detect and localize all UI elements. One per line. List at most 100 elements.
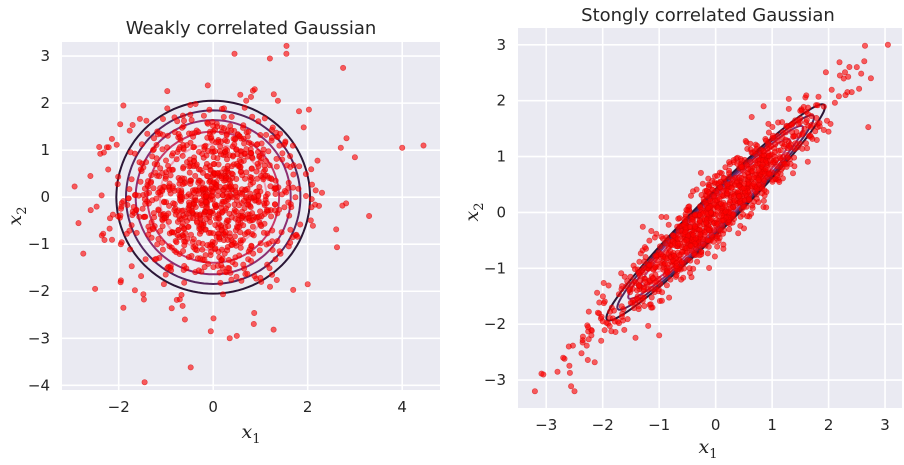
data-point [305,106,312,113]
data-point [187,102,194,109]
data-point [600,300,607,307]
data-point [179,124,186,131]
left-x-axis-label-sub: 1 [252,432,260,447]
data-point [738,163,745,170]
data-point [717,184,724,191]
data-point [286,212,293,219]
data-point [201,264,208,271]
right-x-axis-label-main: x [699,436,710,458]
data-point [612,328,619,335]
data-point [117,241,124,248]
data-point [681,239,688,246]
data-point [640,286,647,293]
data-point [266,162,273,169]
data-point [93,203,100,210]
data-point [138,273,145,280]
data-point [131,287,138,294]
data-point [167,172,174,179]
data-point [154,131,161,138]
data-point [340,64,347,71]
data-point [689,188,696,195]
data-point [199,246,206,253]
data-point [705,205,712,212]
data-point [204,120,211,127]
data-point [678,259,685,266]
data-point [265,240,272,247]
data-point [251,86,258,93]
data-point [717,227,724,234]
data-point [618,270,625,277]
data-point [231,233,238,240]
data-point [675,240,682,247]
data-point [170,150,177,157]
data-point [210,161,217,168]
data-point [127,246,134,253]
data-point [691,223,698,230]
data-point [187,111,194,118]
data-point [797,107,804,114]
data-point [227,123,234,130]
data-point [216,269,223,276]
data-point [221,250,228,257]
data-point [177,177,184,184]
data-point [248,242,255,249]
data-point [651,279,658,286]
data-point [236,252,243,259]
data-point [766,153,773,160]
data-point [233,332,240,339]
data-point [594,289,601,296]
data-point [264,191,271,198]
data-point [192,204,199,211]
data-point [726,226,733,233]
data-point [248,165,255,172]
data-point [200,112,207,119]
data-point [195,179,202,186]
y-tick-label: 0 [496,203,506,221]
data-point [609,315,616,322]
data-point [235,219,242,226]
data-point [192,246,199,253]
data-point [251,194,258,201]
data-point [219,105,226,112]
data-point [204,173,211,180]
data-point [724,181,731,188]
data-point [226,335,233,342]
data-point [814,102,821,109]
data-point [268,134,275,141]
data-point [290,286,297,293]
data-point [238,191,245,198]
data-point [194,219,201,226]
data-point [790,133,797,140]
data-point [795,117,802,124]
data-point [207,244,214,251]
data-point [214,170,221,177]
data-point [165,210,172,217]
data-point [705,227,712,234]
data-point [237,169,244,176]
data-point [238,215,245,222]
data-point [690,231,697,238]
right-xtick-labels: −3 −2 −1 0 1 2 3 [535,416,890,434]
data-point [666,294,673,301]
data-point [760,148,767,155]
data-point [343,135,350,142]
data-point [255,213,262,220]
data-point [287,201,294,208]
data-point [153,155,160,162]
data-point [203,193,210,200]
data-point [233,176,240,183]
data-point [163,157,170,164]
data-point [206,230,213,237]
data-point [114,181,121,188]
data-point [686,224,693,231]
data-point [858,70,865,77]
data-point [120,198,127,205]
data-point [210,264,217,271]
data-point [240,222,247,229]
data-point [681,218,688,225]
data-point [746,174,753,181]
data-point [155,206,162,213]
data-point [255,118,262,125]
data-point [645,322,652,329]
data-point [218,262,225,269]
